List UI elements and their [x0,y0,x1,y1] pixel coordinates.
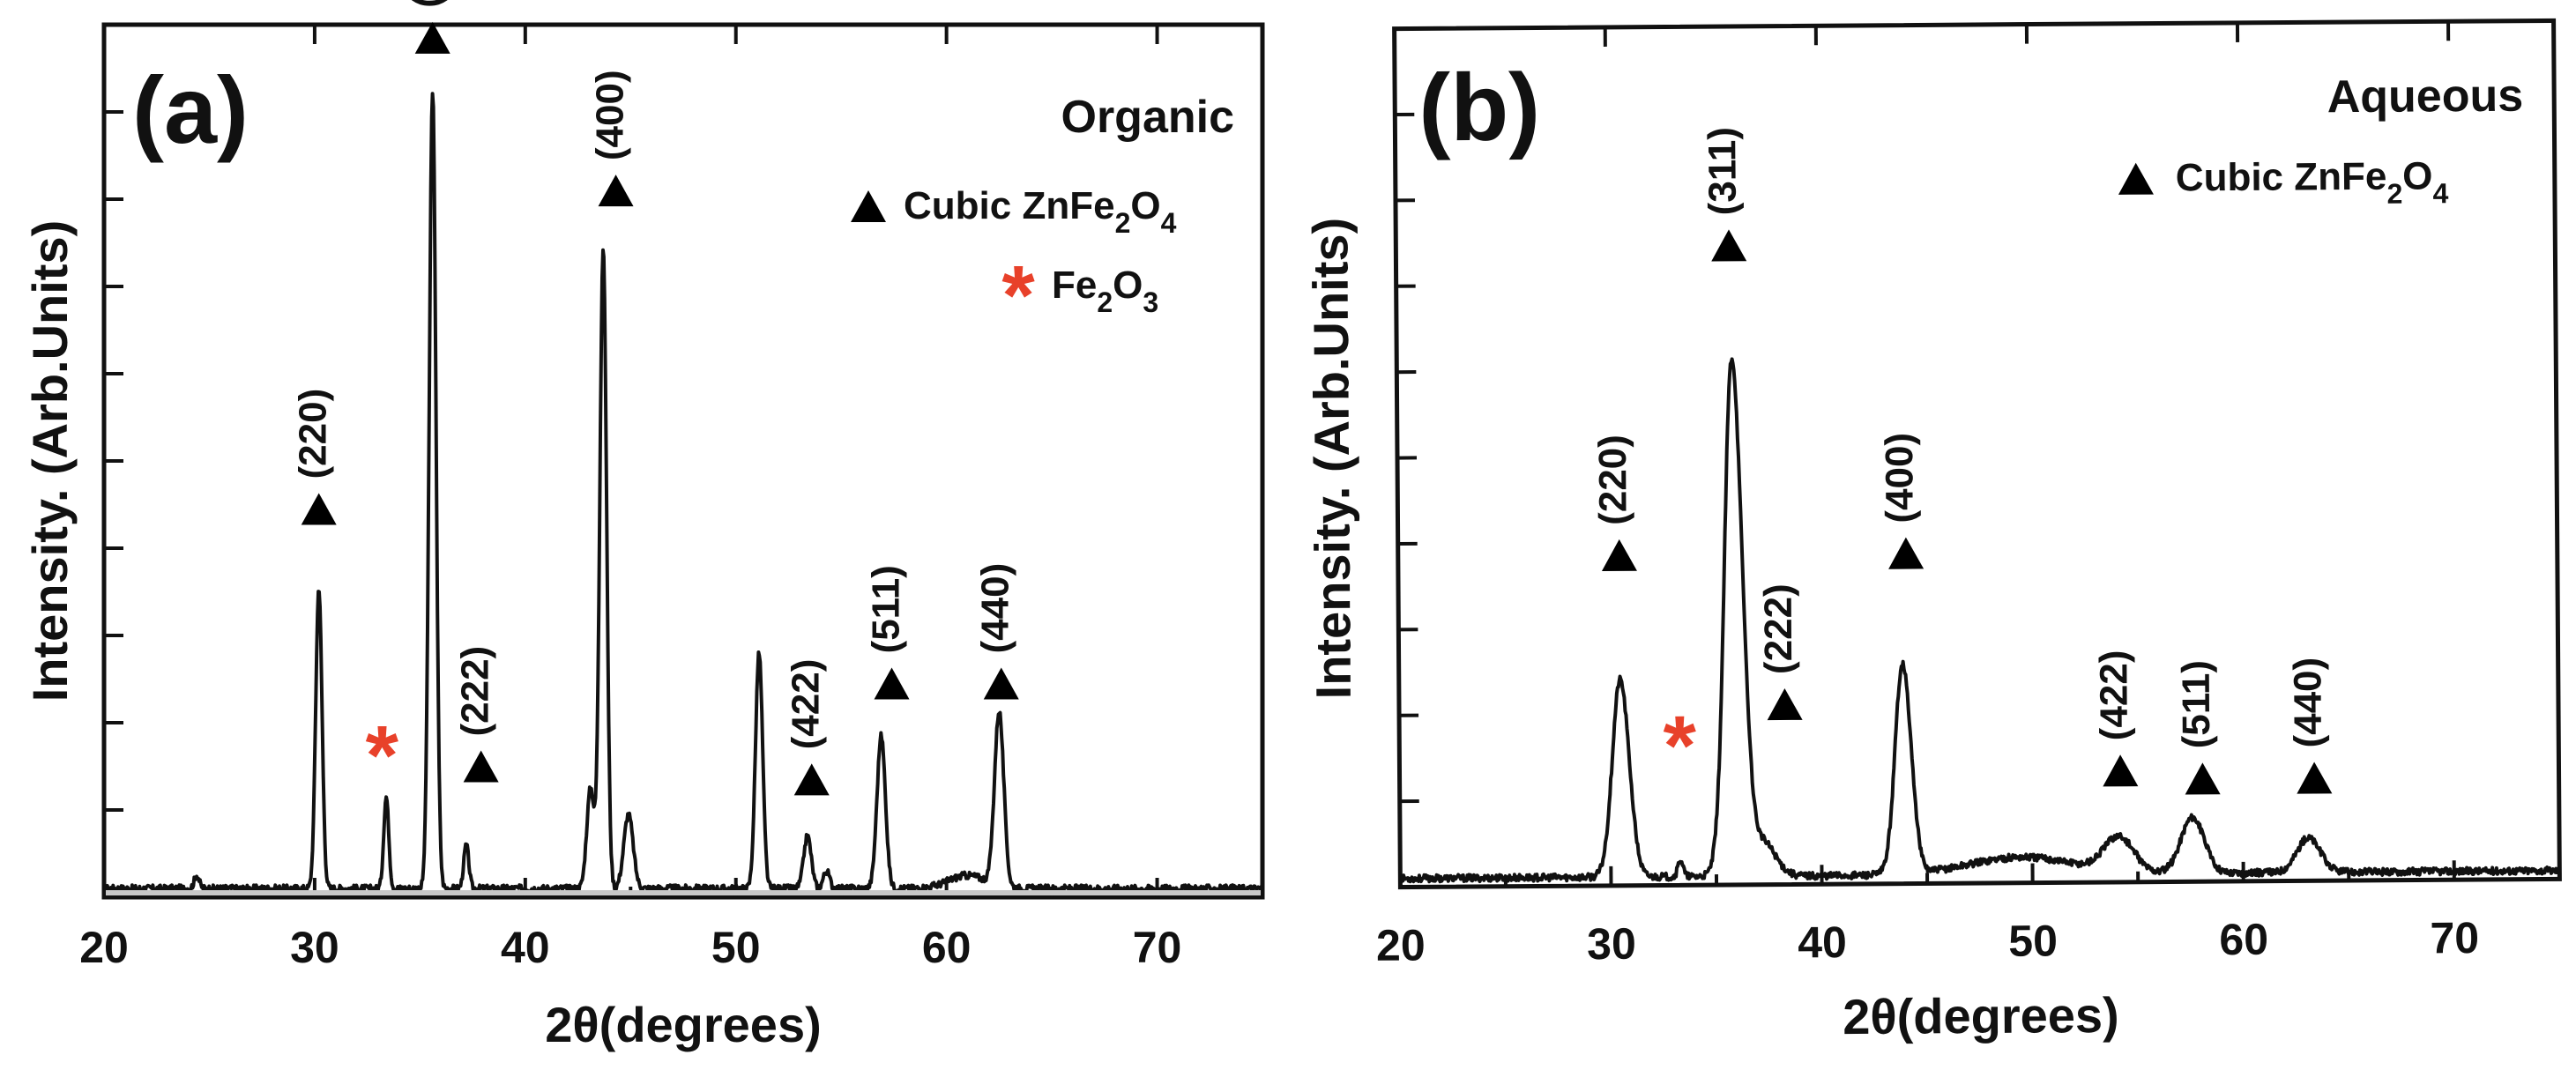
cubic-znfe2o4-triangle-marker [1888,537,1925,569]
legend-triangle-icon [851,190,886,222]
panel-title: Aqueous [2327,71,2524,123]
x-tick-label: 50 [2008,916,2058,965]
y-axis-label: Intensity. (Arb.Units) [1302,218,1361,700]
legend-asterisk-icon: * [1001,249,1035,343]
peak-hkl-label: (400) [589,70,632,160]
legend-triangle-icon [2118,162,2154,195]
x-tick-label: 20 [79,923,129,972]
plot-frame [101,22,1265,900]
y-axis-label: Intensity. (Arb.Units) [22,220,78,702]
peak-hkl-label: (311) [406,0,449,8]
fe2o3-asterisk-marker: * [366,709,399,803]
x-tick-label: 60 [2219,915,2268,964]
x-axis-label: 2θ(degrees) [1843,987,2119,1044]
peak-hkl-label: (311) [1701,127,1745,216]
baseline-band [106,890,1261,895]
x-tick-label: 70 [1133,923,1182,972]
x-tick-label: 30 [290,923,339,972]
peak-hkl-label: (222) [1757,583,1801,674]
panel-label: (b) [1418,53,1541,160]
x-tick-label: 20 [1376,920,1426,969]
x-tick-label: 30 [1587,919,1636,969]
cubic-znfe2o4-triangle-marker [1711,229,1747,262]
cubic-znfe2o4-triangle-marker [301,493,337,525]
fe2o3-asterisk-marker: * [1663,699,1697,793]
peak-hkl-label: (220) [292,389,335,479]
cubic-znfe2o4-triangle-marker [874,667,910,700]
peak-hkl-label: (220) [1591,435,1635,525]
plot-frame [1392,18,2562,890]
legend-label: Cubic ZnFe2O4 [2176,154,2449,211]
cubic-znfe2o4-triangle-marker [983,667,1019,700]
cubic-znfe2o4-triangle-marker [414,21,450,54]
x-tick-label: 50 [711,923,761,972]
peak-hkl-label: (440) [2286,657,2330,748]
cubic-znfe2o4-triangle-marker [2185,762,2221,795]
x-tick-label: 40 [501,923,550,972]
cubic-znfe2o4-triangle-marker [2297,761,2333,794]
cubic-znfe2o4-triangle-marker [598,175,634,207]
x-tick-label: 60 [922,923,972,972]
chart-panel-a: 20 30 40 50 60 70 (220) (311) (222) (400) (422) (51… [22,0,1265,1052]
xrd-pattern-line [102,92,1264,895]
peak-hkl-label: (422) [785,659,828,750]
peak-hkl-label: (511) [2175,660,2219,749]
peak-hkl-label: (511) [865,565,908,653]
cubic-znfe2o4-triangle-marker [1767,687,1803,721]
cubic-znfe2o4-triangle-marker [793,763,830,796]
peak-hkl-label: (422) [2092,650,2136,740]
peak-hkl-label: (440) [974,563,1017,654]
legend-label: Cubic ZnFe2O4 [904,184,1177,239]
panel-label: (a) [132,56,249,163]
peak-hkl-label: (400) [1878,433,1922,524]
x-tick-label: 70 [2430,913,2479,962]
x-axis-label: 2θ(degrees) [545,997,822,1052]
peak-hkl-label: (222) [454,646,497,737]
cubic-znfe2o4-triangle-marker [463,750,499,783]
x-tick-label: 40 [1798,917,1847,967]
cubic-znfe2o4-triangle-marker [2103,754,2139,787]
xrd-pattern-line [1398,357,2562,884]
cubic-znfe2o4-triangle-marker [1601,539,1637,571]
chart-panel-b: 20 30 40 50 60 70 (220) (311) (222) (400) (422) (51… [1302,18,2562,1044]
legend-label: Fe2O3 [1052,264,1158,318]
panel-title: Organic [1061,92,1235,143]
